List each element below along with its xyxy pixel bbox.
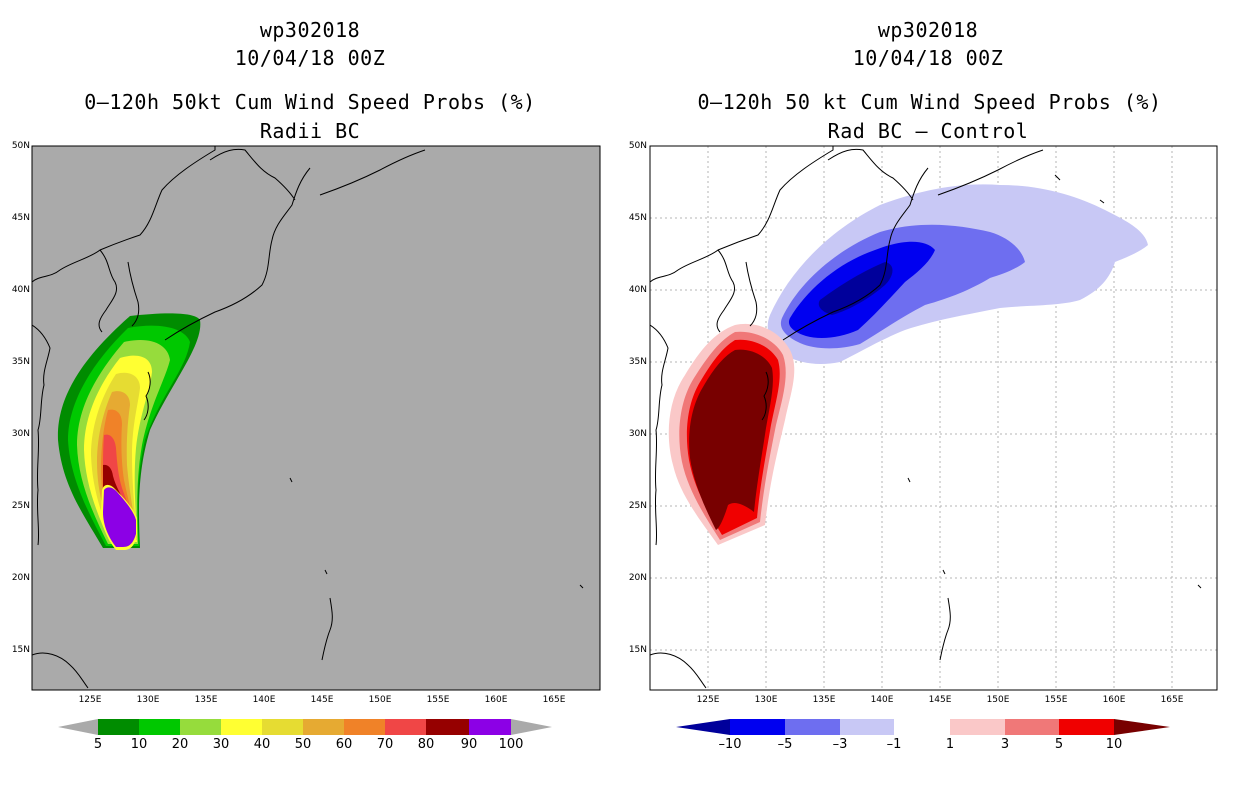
right-lat-50: 50N — [628, 141, 647, 151]
left-cb-label-60: 60 — [335, 737, 353, 752]
right-cb-label-3: 3 — [1000, 737, 1010, 752]
left-colorbar-bin-2 — [139, 719, 180, 735]
right-title-subtitle: Rad BC – Control — [827, 119, 1029, 143]
left-cb-label-50: 50 — [294, 737, 312, 752]
right-title-product: 0–120h 50 kt Cum Wind Speed Probs (%) — [697, 90, 1162, 114]
left-title-product: 0–120h 50kt Cum Wind Speed Probs (%) — [84, 90, 536, 114]
left-lat-35: 35N — [11, 357, 30, 367]
right-lat-25: 25N — [628, 501, 647, 511]
right-colorbar-bin-6 — [1005, 719, 1059, 735]
left-colorbar-bin-3 — [180, 719, 221, 735]
right-lon-155: 155E — [1044, 695, 1068, 705]
right-colorbar-bin-1 — [730, 719, 785, 735]
right-colorbar-bin-3 — [840, 719, 894, 735]
right-title-storm: wp302018 — [877, 18, 979, 42]
right-colorbar-bin-4 — [894, 719, 950, 735]
left-title-date: 10/04/18 00Z — [234, 46, 386, 70]
right-contour-pos10 — [689, 349, 773, 530]
right-lon-145: 145E — [928, 695, 952, 705]
right-colorbar-bin-5 — [950, 719, 1005, 735]
left-lon-155: 155E — [426, 695, 450, 705]
left-lat-20: 20N — [11, 573, 30, 583]
left-cb-label-90: 90 — [460, 737, 478, 752]
right-colorbar — [676, 719, 1170, 735]
left-title-subtitle: Radii BC — [259, 119, 361, 143]
right-negative-contours — [767, 184, 1148, 364]
left-map — [31, 145, 601, 691]
left-colorbar-bin-5 — [262, 719, 303, 735]
right-lat-40: 40N — [628, 285, 647, 295]
left-colorbar-high-arrow — [511, 719, 552, 735]
right-map-frame — [649, 145, 1218, 691]
left-colorbar-bin-9 — [426, 719, 469, 735]
right-colorbar-low-arrow — [676, 719, 730, 735]
right-cb-label-5: 5 — [1054, 737, 1064, 752]
right-colorbar-high-arrow — [1114, 719, 1170, 735]
right-cb-label-neg5: –5 — [777, 737, 793, 752]
left-colorbar-bin-10 — [469, 719, 511, 735]
left-coastlines — [32, 146, 584, 689]
right-lat-30: 30N — [628, 429, 647, 439]
left-lon-150: 150E — [368, 695, 392, 705]
left-cb-label-30: 30 — [212, 737, 230, 752]
left-cb-label-10: 10 — [130, 737, 148, 752]
left-colorbar-bin-7 — [344, 719, 385, 735]
left-lat-25: 25N — [11, 501, 30, 511]
right-map — [649, 145, 1218, 691]
right-cb-label-1: 1 — [945, 737, 955, 752]
left-title-storm: wp302018 — [259, 18, 361, 42]
right-cb-label-neg10: –10 — [718, 737, 742, 752]
right-lat-45: 45N — [628, 213, 647, 223]
right-lat-35: 35N — [628, 357, 647, 367]
left-contour-100 — [103, 487, 136, 547]
left-colorbar — [58, 719, 552, 735]
left-cb-label-5: 5 — [93, 737, 103, 752]
left-cb-label-80: 80 — [417, 737, 435, 752]
right-lon-130: 130E — [754, 695, 778, 705]
left-cb-label-70: 70 — [376, 737, 394, 752]
left-probability-contours — [32, 146, 584, 689]
left-lon-130: 130E — [136, 695, 160, 705]
right-lon-125: 125E — [696, 695, 720, 705]
left-colorbar-bin-6 — [303, 719, 344, 735]
left-cb-label-20: 20 — [171, 737, 189, 752]
right-lat-20: 20N — [628, 573, 647, 583]
left-lon-145: 145E — [310, 695, 334, 705]
left-lon-165: 165E — [542, 695, 566, 705]
right-cb-label-neg1: –1 — [886, 737, 902, 752]
left-map-frame — [31, 145, 601, 691]
right-lat-15: 15N — [628, 645, 647, 655]
right-cb-label-neg3: –3 — [832, 737, 848, 752]
right-lon-165: 165E — [1160, 695, 1184, 705]
right-positive-contours — [668, 323, 795, 545]
left-cb-label-40: 40 — [253, 737, 271, 752]
left-colorbar-bin-8 — [385, 719, 426, 735]
left-lat-50: 50N — [11, 141, 30, 151]
left-colorbar-low-arrow — [58, 719, 98, 735]
left-lat-30: 30N — [11, 429, 30, 439]
right-title-date: 10/04/18 00Z — [852, 46, 1004, 70]
right-lon-160: 160E — [1102, 695, 1126, 705]
left-lat-45: 45N — [11, 213, 30, 223]
left-lat-40: 40N — [11, 285, 30, 295]
left-lon-125: 125E — [78, 695, 102, 705]
right-coastlines — [650, 146, 1202, 689]
left-lon-160: 160E — [484, 695, 508, 705]
left-lat-15: 15N — [11, 645, 30, 655]
right-contour-neg10 — [818, 262, 893, 315]
right-cb-label-10: 10 — [1105, 737, 1123, 752]
left-lon-135: 135E — [194, 695, 218, 705]
left-cb-label-100: 100 — [498, 737, 524, 752]
right-colorbar-bin-7 — [1059, 719, 1114, 735]
right-lon-140: 140E — [870, 695, 894, 705]
right-lon-150: 150E — [986, 695, 1010, 705]
left-colorbar-bin-1 — [98, 719, 139, 735]
right-lon-135: 135E — [812, 695, 836, 705]
left-lon-140: 140E — [252, 695, 276, 705]
left-colorbar-bin-4 — [221, 719, 262, 735]
right-colorbar-bin-2 — [785, 719, 840, 735]
